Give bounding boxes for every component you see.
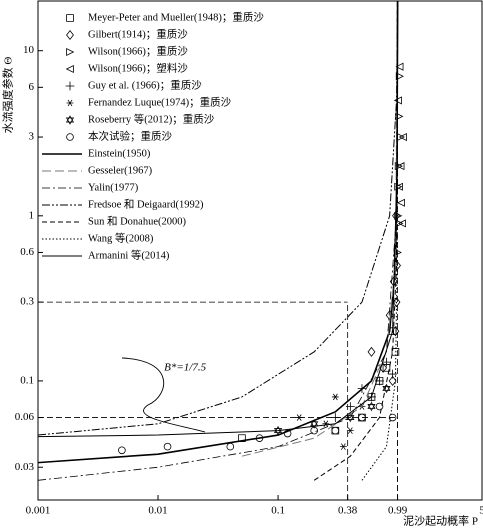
legend-label: Armanini 等(2014) <box>88 248 170 261</box>
point <box>118 446 126 455</box>
x-tick-label: 0.01 <box>148 505 167 517</box>
curve <box>38 1 399 438</box>
point <box>391 348 400 356</box>
point <box>339 443 347 450</box>
point <box>395 112 404 121</box>
point <box>382 364 391 372</box>
point <box>396 162 405 171</box>
legend-marker <box>65 81 75 91</box>
point <box>398 132 407 142</box>
point <box>295 414 303 421</box>
legend-label: Guy et al. (1966)；重质沙 <box>88 78 202 91</box>
curve <box>38 1 399 436</box>
annotation-arrow <box>121 357 206 433</box>
x-tick-label: 0.38 <box>338 505 358 517</box>
curve <box>241 1 399 457</box>
x-tick-label: 0.99 <box>388 505 408 517</box>
y-tick-label: 0.1 <box>20 374 34 386</box>
point <box>322 420 330 428</box>
point <box>382 357 391 367</box>
legend-marker <box>66 47 75 57</box>
point <box>375 402 384 411</box>
y-tick-label: 0.03 <box>15 461 35 473</box>
legend-label: Gesseler(1967) <box>88 165 153 176</box>
point <box>330 413 340 422</box>
point <box>283 429 292 438</box>
point <box>346 412 355 423</box>
legend-label: Wilson(1966)；重质沙 <box>88 44 188 57</box>
legend-label: Wilson(1966)；塑料沙 <box>88 61 188 74</box>
point <box>163 442 172 451</box>
x-tick-label: 0.1 <box>271 505 285 517</box>
point <box>394 211 403 220</box>
point <box>396 132 405 142</box>
point <box>367 401 376 412</box>
legend-label: Sun 和 Donahue(2000) <box>88 215 186 227</box>
y-tick-label: 6 <box>29 81 35 93</box>
point <box>388 375 397 386</box>
x-tick-label: 5 <box>479 505 483 517</box>
legend-label: Fernandez Luque(1974)；重质沙 <box>88 95 232 108</box>
legend-label: Einstein(1950) <box>88 148 151 159</box>
y-tick-label: 0.6 <box>20 246 34 258</box>
point <box>346 427 354 434</box>
y-tick-label: 3 <box>29 131 35 143</box>
point <box>358 413 366 422</box>
legend-marker <box>66 14 74 22</box>
legend-label: 本次试验；重质沙 <box>88 129 172 142</box>
legend-label: Yalin(1977) <box>88 182 139 193</box>
legend-marker <box>65 64 74 74</box>
legend-label: Fredsoe 和 Deigaard(1992) <box>88 198 204 210</box>
point <box>396 198 405 207</box>
legend-label: Gilbert(1914)；重质沙 <box>88 27 188 40</box>
legend-marker <box>66 99 74 107</box>
point <box>388 369 398 379</box>
y-tick-label: 0.06 <box>15 411 35 423</box>
point <box>393 96 402 105</box>
annotation: B*=1/7.5 <box>164 361 206 373</box>
point <box>273 425 283 436</box>
point <box>395 62 404 71</box>
legend-label: Wang 等(2008) <box>88 231 154 244</box>
x-axis-label: 泥沙起动概率 P <box>403 514 478 528</box>
y-tick-label: 1 <box>29 209 35 221</box>
y-tick-label: 0.3 <box>20 296 34 308</box>
point <box>394 182 403 191</box>
point <box>397 219 406 228</box>
curve <box>361 1 399 481</box>
point <box>331 393 339 401</box>
point <box>382 383 391 394</box>
point <box>394 162 403 171</box>
point <box>395 72 404 81</box>
point <box>388 413 397 422</box>
legend-marker <box>66 29 74 41</box>
legend-marker <box>66 133 74 141</box>
point <box>345 402 355 411</box>
point <box>310 426 319 435</box>
y-axis-label: 水流强度参数 Θ <box>1 57 15 134</box>
point <box>331 426 340 435</box>
point <box>367 346 376 357</box>
legend-marker <box>65 115 75 125</box>
point <box>394 182 403 191</box>
legend-label: Meyer-Peter and Mueller(1948)；重质沙 <box>88 10 264 23</box>
point <box>226 442 235 451</box>
point <box>238 434 246 442</box>
y-tick-label: 10 <box>23 44 35 56</box>
x-tick-label: 0.001 <box>26 505 51 517</box>
legend-label: Roseberry 等(2012)；重质沙 <box>88 112 215 125</box>
curve <box>38 1 398 481</box>
